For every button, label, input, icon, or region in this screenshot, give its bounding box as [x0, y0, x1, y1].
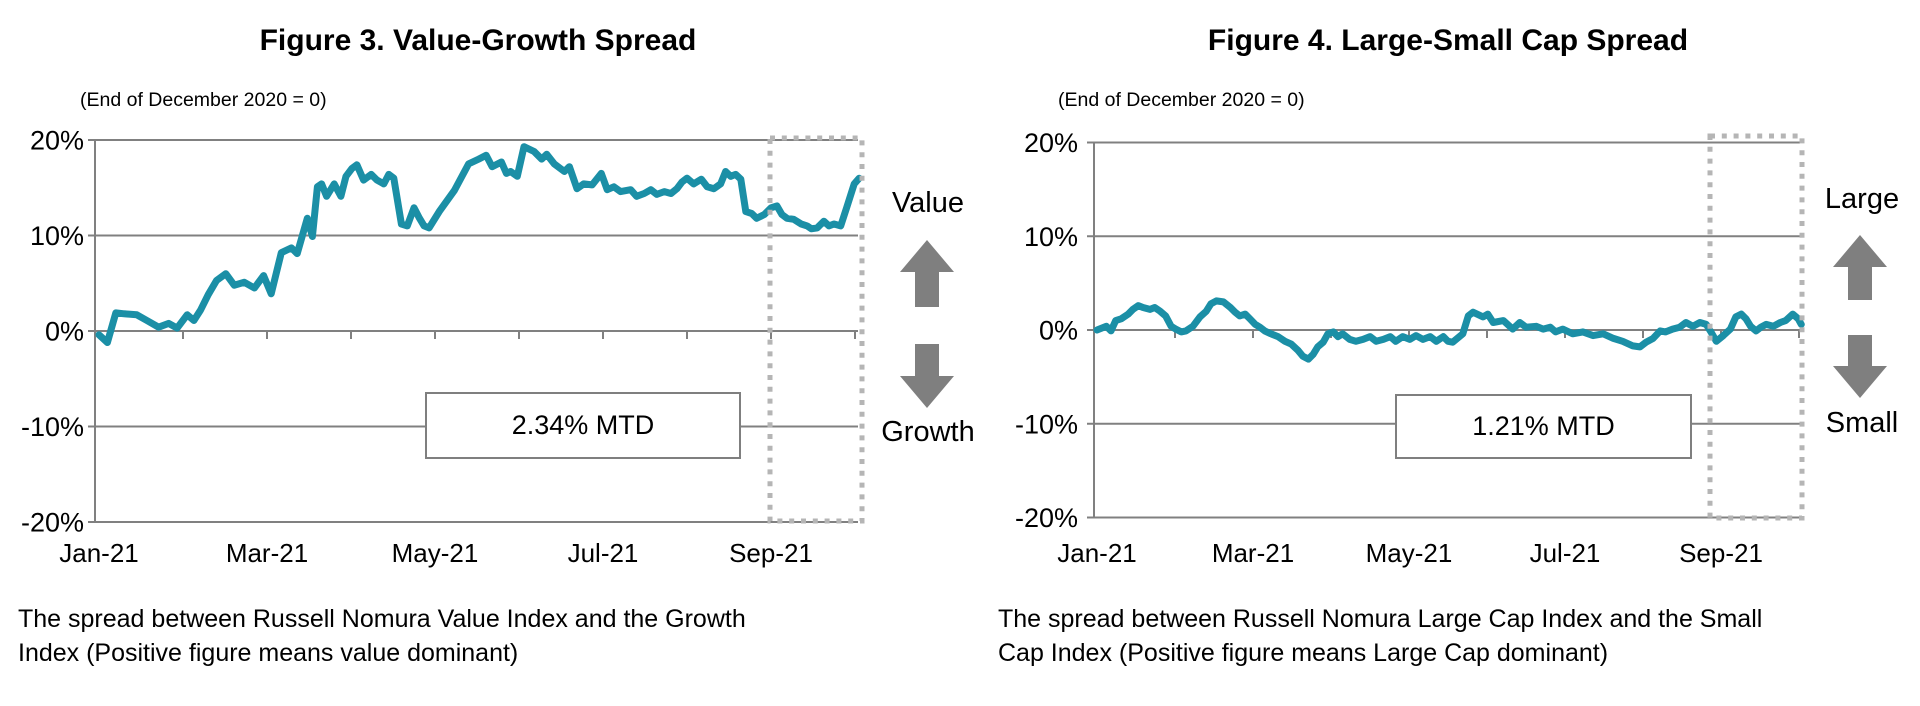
down-arrow-icon — [900, 344, 954, 408]
y-tick-label: -10% — [1015, 409, 1078, 439]
x-tick-label: Mar-21 — [226, 538, 308, 568]
figure4-title: Figure 4. Large-Small Cap Spread — [1207, 24, 1689, 57]
y-tick-label: 20% — [30, 126, 84, 156]
figure3-mtd-annotation-box: 2.34% MTD — [425, 392, 741, 459]
y-tick-label: -20% — [21, 508, 84, 538]
y-tick-label: -10% — [21, 412, 84, 442]
highlight-region-box — [767, 135, 865, 524]
figure4-caption-line2: Cap Index (Positive figure means Large C… — [998, 639, 1609, 667]
figure3-mtd-value: 2.34% MTD — [511, 410, 655, 440]
y-tick-label: 10% — [30, 221, 84, 251]
x-tick-label: Jul-21 — [568, 538, 639, 568]
x-tick-label: May-21 — [392, 538, 479, 568]
y-tick-label: 0% — [1039, 316, 1078, 346]
y-tick-label: -20% — [1015, 503, 1078, 533]
figure4-caption-line1: The spread between Russell Nomura Large … — [998, 605, 1763, 633]
spread-line — [1093, 297, 1805, 363]
y-tick-label: 20% — [1024, 128, 1078, 158]
x-tick-label: Mar-21 — [1212, 538, 1294, 568]
x-tick-label: Sep-21 — [1679, 538, 1763, 568]
figure3-caption-line1: The spread between Russell Nomura Value … — [18, 605, 746, 633]
figure3-title: Figure 3. Value-Growth Spread — [259, 24, 697, 57]
figure4-side-label-small: Small — [1825, 407, 1899, 439]
figure3-subtitle: (End of December 2020 = 0) — [80, 89, 327, 111]
up-arrow-icon — [1833, 235, 1887, 300]
figure3-side-label-growth: Growth — [881, 416, 975, 448]
figure3-caption-line2: Index (Positive figure means value domin… — [18, 639, 519, 667]
figure3-side-label-value: Value — [891, 187, 965, 219]
figure4-mtd-value: 1.21% MTD — [1472, 411, 1615, 441]
highlight-region-box — [1707, 133, 1805, 521]
x-tick-label: Jul-21 — [1530, 538, 1601, 568]
up-arrow-icon — [900, 240, 954, 307]
figure4-subtitle: (End of December 2020 = 0) — [1058, 89, 1305, 111]
x-tick-label: Jan-21 — [59, 538, 139, 568]
figure4-side-label-large: Large — [1824, 183, 1900, 215]
y-tick-label: 0% — [45, 317, 84, 347]
x-tick-label: Jan-21 — [1057, 538, 1137, 568]
x-tick-label: Sep-21 — [729, 538, 813, 568]
y-tick-label: 10% — [1024, 222, 1078, 252]
down-arrow-icon — [1833, 335, 1887, 398]
spread-line — [95, 143, 863, 346]
x-tick-label: May-21 — [1366, 538, 1453, 568]
figure4-mtd-annotation-box: 1.21% MTD — [1395, 394, 1692, 459]
